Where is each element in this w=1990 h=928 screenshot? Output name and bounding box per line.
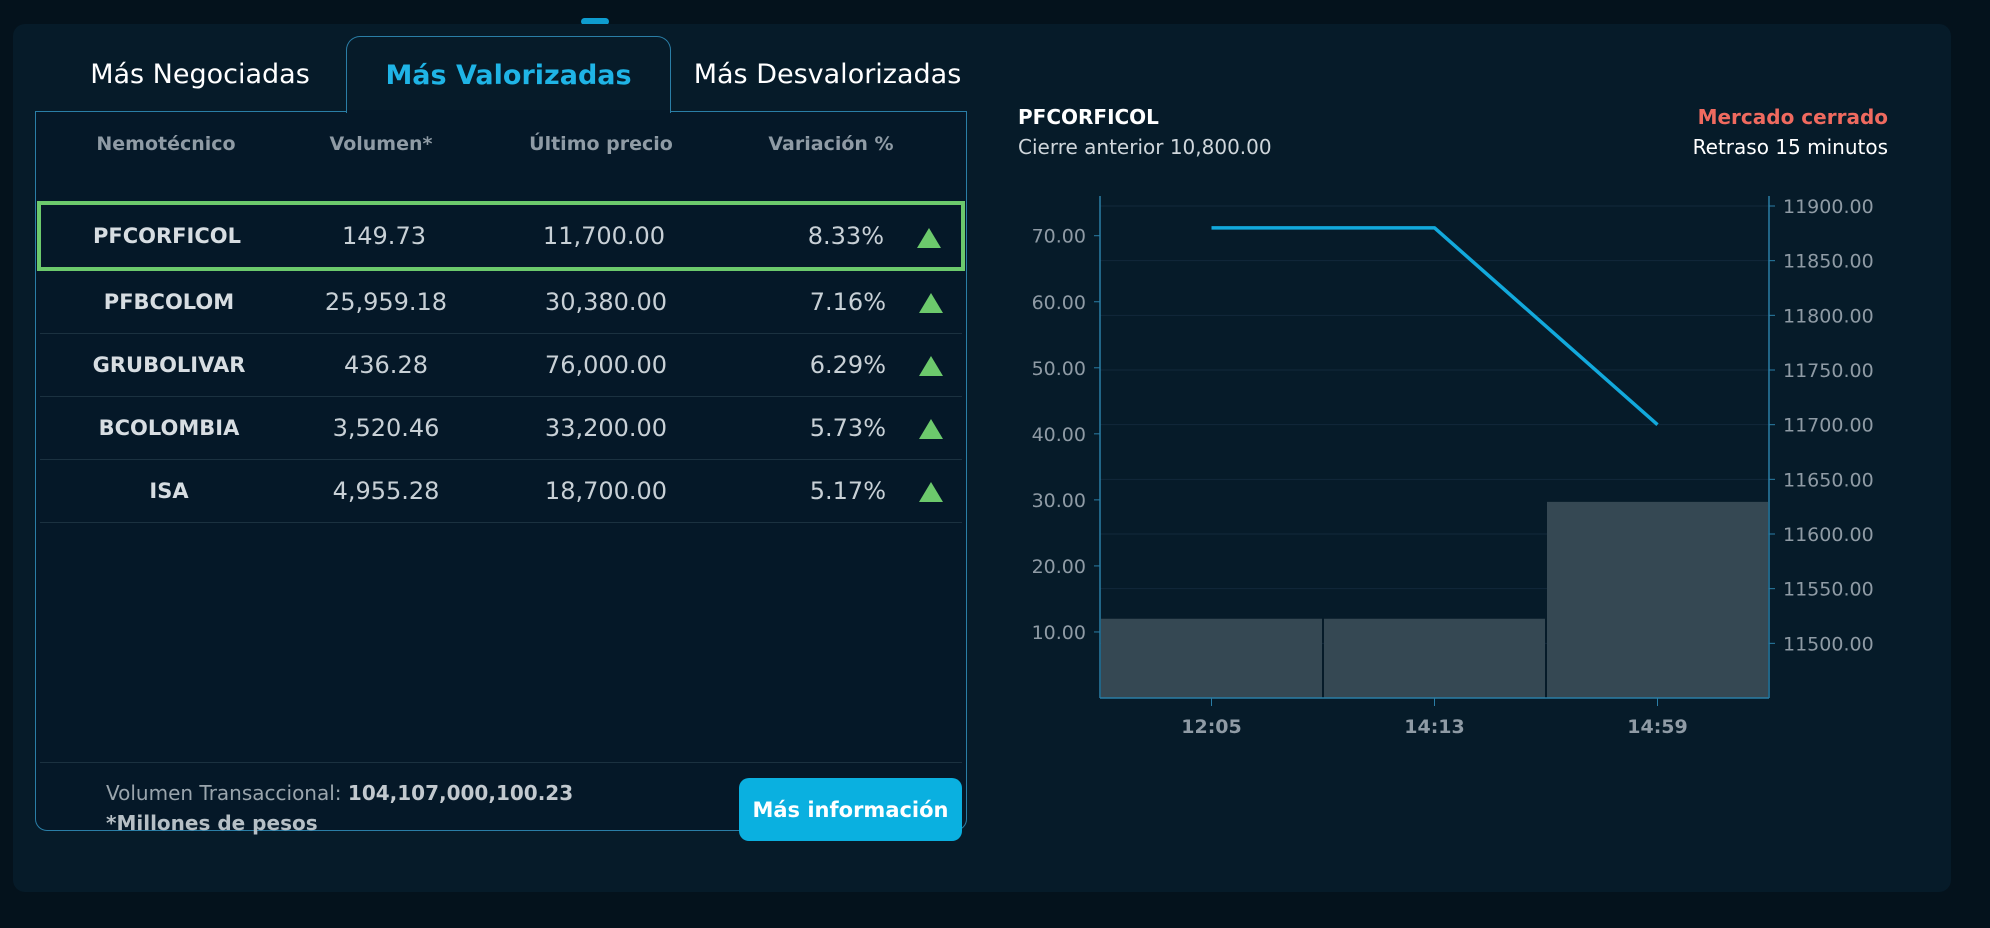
change-cell: 8.33% [807,222,884,250]
tab-mas-desvalorizadas[interactable]: Más Desvalorizadas [693,58,962,90]
transaction-volume: Volumen Transaccional: 104,107,000,100.2… [106,781,573,805]
header-variacion[interactable]: Variación % [768,133,894,155]
table-row[interactable]: PFBCOLOM 25,959.18 30,380.00 7.16% [40,271,962,334]
transaction-volume-value: 104,107,000,100.23 [347,781,574,805]
left-tick-label: 10.00 [1032,622,1086,644]
price-cell: 76,000.00 [544,351,668,379]
symbol-cell: BCOLOMBIA [98,416,240,440]
volume-bar [1101,618,1322,698]
market-status: Mercado cerrado [1697,105,1888,129]
right-tick-label: 11550.00 [1783,579,1874,601]
x-tick-label: 14:13 [1404,716,1464,738]
table-row[interactable]: PFCORFICOL 149.73 11,700.00 8.33% [37,201,965,271]
volume-cell: 3,520.46 [332,414,440,442]
volume-cell: 4,955.28 [332,477,440,505]
left-tick-label: 70.00 [1032,226,1086,248]
previous-close: Cierre anterior 10,800.00 [1018,135,1272,159]
change-cell: 5.73% [809,414,886,442]
header-ultimo-precio[interactable]: Último precio [529,133,673,155]
right-tick-label: 11700.00 [1783,415,1874,437]
price-cell: 33,200.00 [544,414,668,442]
header-volumen[interactable]: Volumen* [329,133,433,155]
volume-cell: 25,959.18 [324,288,448,316]
tab-mas-negociadas[interactable]: Más Negociadas [90,58,310,90]
symbol-cell: PFBCOLOM [103,290,235,314]
up-triangle-icon [917,228,941,248]
table-row[interactable]: GRUBOLIVAR 436.28 76,000.00 6.29% [40,334,962,397]
change-cell: 7.16% [809,288,886,316]
right-tick-label: 11800.00 [1783,305,1874,327]
x-tick-label: 14:59 [1627,716,1687,738]
price-volume-chart: 10.00 20.00 30.00 40.00 50.00 60.00 70.00 11500… [1032,196,1874,738]
table-header: Nemotécnico Volumen* Último precio Varia… [36,112,966,177]
volume-bar [1547,501,1768,698]
price-cell: 18,700.00 [544,477,668,505]
change-cell: 6.29% [809,351,886,379]
millions-note: *Millones de pesos [106,811,318,835]
right-tick-label: 11600.00 [1783,524,1874,546]
volume-cell: 149.73 [342,222,426,250]
transaction-volume-label: Volumen Transaccional: [106,781,342,805]
x-tick-label: 12:05 [1181,716,1241,738]
symbol-cell: GRUBOLIVAR [92,353,246,377]
more-info-button[interactable]: Más información [739,778,962,841]
price-cell: 30,380.00 [544,288,668,316]
header-nemotecnico[interactable]: Nemotécnico [96,133,236,155]
volume-bar [1324,618,1545,698]
left-tick-label: 30.00 [1032,490,1086,512]
table-row[interactable]: ISA 4,955.28 18,700.00 5.17% [40,460,962,523]
left-tick-label: 20.00 [1032,556,1086,578]
change-cell: 5.17% [809,477,886,505]
right-tick-label: 11650.00 [1783,469,1874,491]
right-tick-label: 11900.00 [1783,196,1874,218]
up-triangle-icon [919,419,943,439]
up-triangle-icon [919,356,943,376]
left-tick-label: 50.00 [1032,358,1086,380]
up-triangle-icon [919,482,943,502]
right-tick-label: 11500.00 [1783,633,1874,655]
delay-note: Retraso 15 minutos [1692,135,1888,159]
price-cell: 11,700.00 [542,222,666,250]
left-tick-label: 40.00 [1032,424,1086,446]
price-line [1211,226,1659,426]
volume-cell: 436.28 [344,351,428,379]
symbol-cell: PFCORFICOL [93,224,241,248]
table-row[interactable]: BCOLOMBIA 3,520.46 33,200.00 5.73% [40,397,962,460]
stocks-table: Nemotécnico Volumen* Último precio Varia… [35,111,967,841]
active-indicator [581,18,609,25]
left-tick-label: 60.00 [1032,292,1086,314]
right-tick-label: 11850.00 [1783,251,1874,273]
symbol-cell: ISA [149,479,189,503]
tab-mas-valorizadas[interactable]: Más Valorizadas [346,36,671,113]
up-triangle-icon [919,293,943,313]
footer-divider [40,762,962,763]
chart-symbol: PFCORFICOL [1018,105,1159,129]
right-tick-label: 11750.00 [1783,360,1874,382]
active-tab-gap [347,110,670,113]
